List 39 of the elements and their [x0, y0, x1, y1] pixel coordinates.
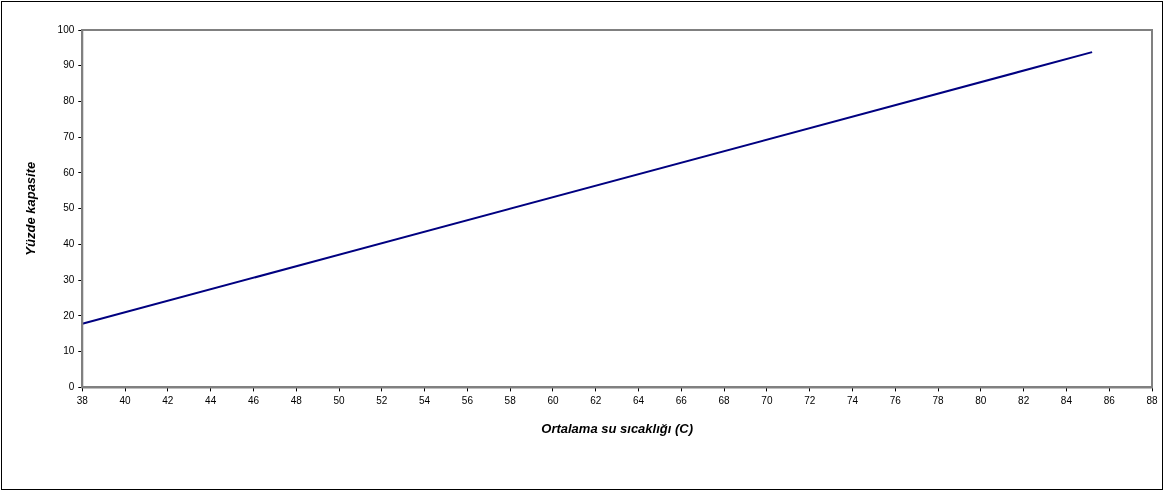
- x-tick-label: 88: [1146, 395, 1158, 407]
- x-tick-label: 54: [419, 395, 431, 407]
- x-tick-label: 74: [846, 395, 859, 407]
- x-tick-label: 52: [376, 395, 388, 407]
- x-tick-label: 84: [1060, 395, 1073, 407]
- x-tick-label: 60: [547, 395, 559, 407]
- x-tick-label: 38: [76, 395, 89, 407]
- x-tick-label: 44: [205, 395, 217, 407]
- y-tick-label: 80: [63, 95, 75, 107]
- x-tick-label: 50: [333, 395, 346, 407]
- y-tick-label: 50: [63, 202, 75, 214]
- x-tick-label: 56: [461, 395, 474, 407]
- x-tick-label: 62: [590, 395, 602, 407]
- x-axis-title: Ortalama su sıcaklığı (C): [541, 420, 694, 436]
- y-tick-label: 40: [63, 238, 75, 250]
- x-tick-label: 70: [761, 395, 773, 407]
- x-tick-label: 64: [632, 395, 645, 407]
- y-axis-title: Yüzde kapasite: [23, 161, 39, 256]
- x-tick-label: 58: [504, 395, 517, 407]
- y-tick-label: 70: [63, 130, 75, 142]
- y-tick-label: 100: [57, 23, 75, 35]
- x-tick-label: 82: [1018, 395, 1030, 407]
- y-tick-label: 60: [63, 166, 75, 178]
- x-tick-label: 66: [675, 395, 688, 407]
- y-tick-label: 90: [63, 59, 75, 71]
- x-tick-label: 68: [718, 395, 731, 407]
- y-tick-label: 30: [63, 273, 75, 285]
- x-tick-label: 76: [889, 395, 902, 407]
- x-tick-label: 78: [932, 395, 945, 407]
- x-tick-label: 40: [119, 395, 132, 407]
- y-tick-label: 10: [63, 345, 75, 357]
- x-tick-label: 86: [1103, 395, 1116, 407]
- y-tick-label: 20: [63, 309, 75, 321]
- y-tick-label: 0: [68, 381, 75, 393]
- x-tick-label: 72: [804, 395, 816, 407]
- x-tick-label: 46: [247, 395, 260, 407]
- x-tick-label: 80: [975, 395, 987, 407]
- x-tick-label: 48: [290, 395, 303, 407]
- x-tick-label: 42: [162, 395, 174, 407]
